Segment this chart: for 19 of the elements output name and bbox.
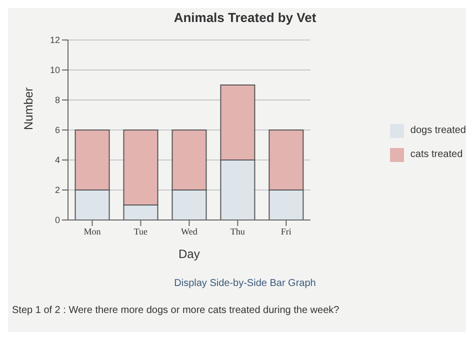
- x-tick-label: Mon: [84, 226, 102, 236]
- y-tick-label: 6: [54, 125, 60, 136]
- legend-label: dogs treated: [410, 125, 466, 136]
- y-axis-title: Number: [21, 87, 36, 130]
- x-tick-label: Fri: [280, 226, 292, 236]
- y-tick-label: 0: [54, 215, 60, 226]
- x-tick-label: Tue: [134, 226, 148, 236]
- x-tick-label: Wed: [181, 226, 198, 236]
- text: Display Side-by-Side Bar Graph: [173, 278, 317, 289]
- y-tick-label: 10: [50, 65, 60, 76]
- x-tick-label: Thu: [230, 226, 246, 236]
- chart-title: Animals Treated by Vet: [172, 10, 318, 25]
- text: Step 1 of 2 : Were there more dogs or more cats treated during the week?: [12, 305, 340, 316]
- y-tick-label: 4: [54, 155, 60, 166]
- y-tick-label: 12: [50, 35, 60, 46]
- y-tick-label: 8: [54, 95, 60, 106]
- legend-label: cats treated: [410, 149, 463, 160]
- y-tick-label: 2: [54, 185, 60, 196]
- x-axis-title: Day: [178, 247, 200, 261]
